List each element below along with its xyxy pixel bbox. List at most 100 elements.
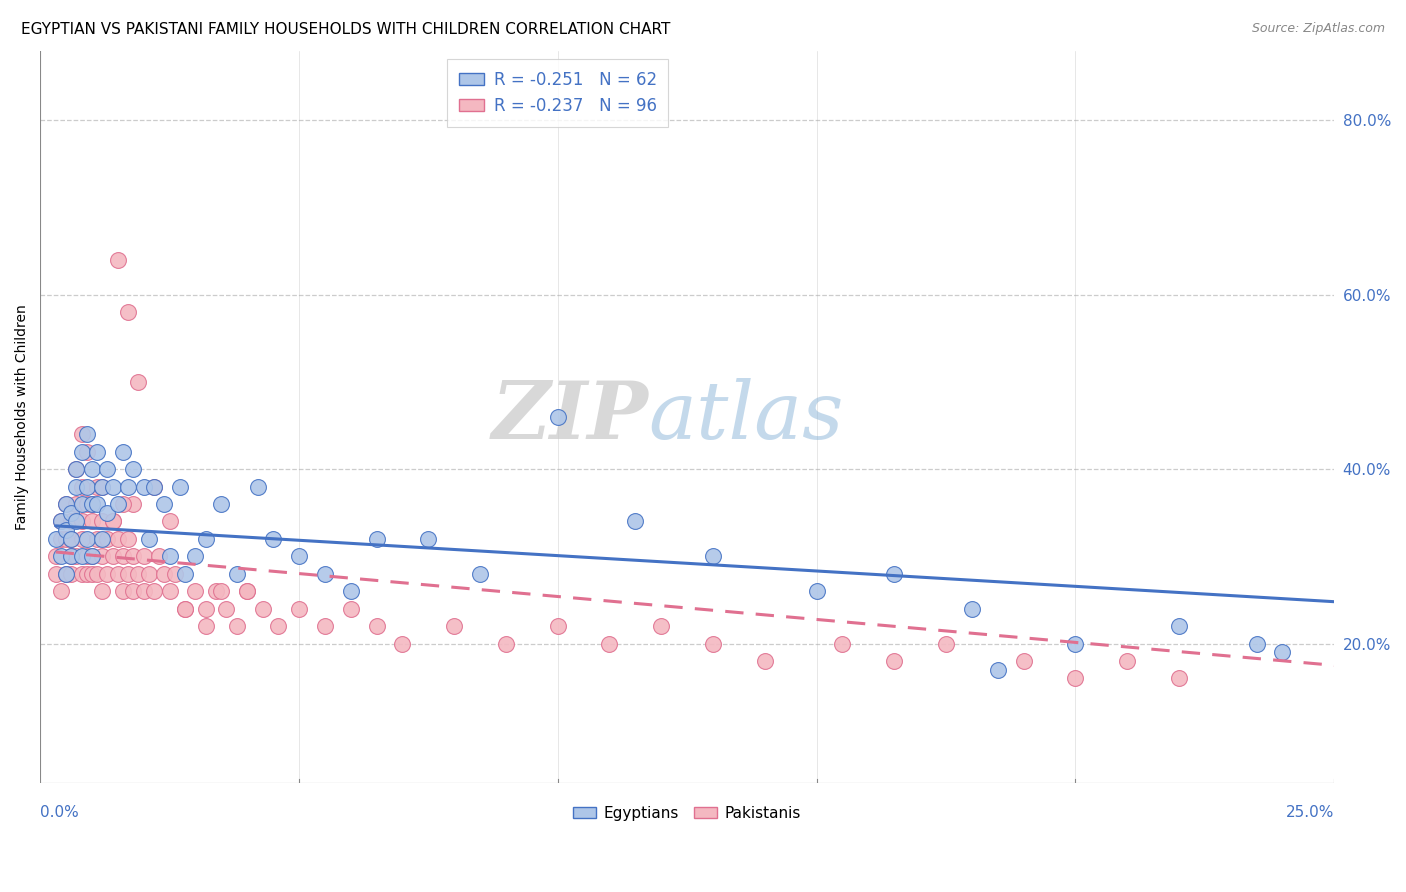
Text: 0.0%: 0.0% (41, 805, 79, 820)
Point (60, 549, 83, 564)
Point (111, 497, 134, 511)
Point (205, 584, 228, 599)
Point (117, 305, 139, 319)
Point (1271, 645, 1294, 659)
Point (288, 601, 311, 615)
Point (225, 566, 247, 581)
Point (65, 462, 87, 476)
Point (252, 601, 274, 615)
Point (117, 480, 139, 494)
Point (45, 566, 67, 581)
Point (55, 523, 77, 537)
Point (76, 532, 98, 546)
Point (339, 601, 361, 615)
Point (117, 532, 139, 546)
Point (314, 619, 336, 633)
Point (60, 506, 83, 520)
Point (55, 566, 77, 581)
Point (209, 497, 232, 511)
Point (174, 566, 197, 581)
Point (91, 584, 114, 599)
Point (122, 584, 145, 599)
Point (159, 584, 181, 599)
Point (1116, 654, 1139, 668)
Point (55, 532, 77, 546)
Point (148, 549, 170, 564)
Point (1064, 636, 1087, 650)
Point (70, 532, 93, 546)
Point (86, 532, 108, 546)
Point (107, 532, 129, 546)
Point (117, 566, 139, 581)
Point (883, 654, 905, 668)
Point (143, 480, 166, 494)
Point (101, 515, 124, 529)
Point (122, 462, 145, 476)
Point (1167, 619, 1189, 633)
Point (111, 444, 134, 458)
Point (107, 566, 129, 581)
Point (86, 566, 108, 581)
Point (45, 549, 67, 564)
Point (468, 566, 491, 581)
Point (65, 462, 87, 476)
Legend: Egyptians, Pakistanis: Egyptians, Pakistanis (567, 799, 807, 827)
Point (169, 480, 191, 494)
Point (194, 601, 217, 615)
Point (49, 515, 72, 529)
Point (70, 549, 93, 564)
Point (80, 497, 103, 511)
Point (236, 584, 259, 599)
Point (495, 636, 517, 650)
Point (76, 480, 98, 494)
Point (70, 515, 93, 529)
Point (49, 584, 72, 599)
Point (366, 619, 388, 633)
Point (418, 532, 440, 546)
Point (288, 549, 311, 564)
Point (267, 619, 290, 633)
Point (184, 549, 207, 564)
Text: 25.0%: 25.0% (1286, 805, 1334, 820)
Point (138, 566, 160, 581)
Point (246, 480, 269, 494)
Point (209, 584, 232, 599)
Point (86, 444, 108, 458)
Point (49, 532, 72, 546)
Point (101, 549, 124, 564)
Point (70, 497, 93, 511)
Point (624, 515, 647, 529)
Point (443, 619, 465, 633)
Point (960, 601, 983, 615)
Point (86, 480, 108, 494)
Point (598, 636, 620, 650)
Point (107, 252, 129, 267)
Point (96, 566, 118, 581)
Point (49, 515, 72, 529)
Point (138, 532, 160, 546)
Point (91, 532, 114, 546)
Point (76, 566, 98, 581)
Point (70, 480, 93, 494)
Point (96, 532, 118, 546)
Point (91, 480, 114, 494)
Point (76, 549, 98, 564)
Point (163, 566, 186, 581)
Point (60, 532, 83, 546)
Point (122, 497, 145, 511)
Point (184, 584, 207, 599)
Point (236, 584, 259, 599)
Point (96, 462, 118, 476)
Point (86, 497, 108, 511)
Point (153, 566, 176, 581)
Point (91, 549, 114, 564)
Point (80, 515, 103, 529)
Point (225, 619, 247, 633)
Point (314, 566, 336, 581)
Point (143, 480, 166, 494)
Point (806, 584, 828, 599)
Point (883, 566, 905, 581)
Point (80, 462, 103, 476)
Point (1064, 672, 1087, 686)
Point (1012, 654, 1035, 668)
